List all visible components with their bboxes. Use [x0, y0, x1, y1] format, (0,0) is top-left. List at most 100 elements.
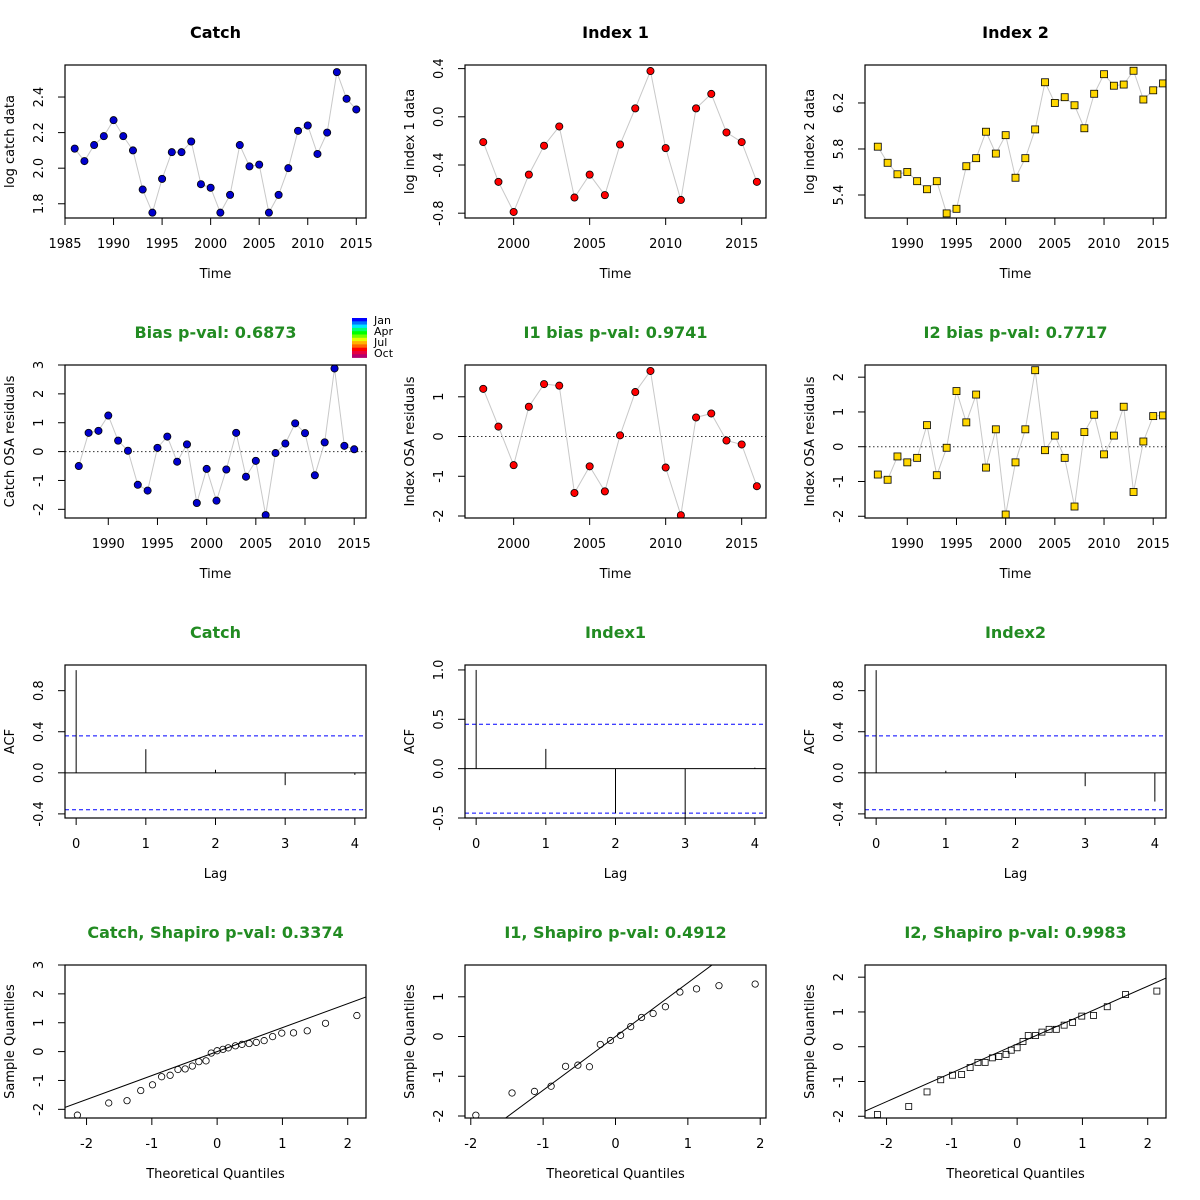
y-tick-label: 0: [832, 1043, 847, 1051]
y-tick-label: 2: [832, 373, 847, 381]
y-tick-label: 0.0: [432, 106, 447, 127]
qq-point: [1013, 1044, 1021, 1052]
x-axis-label: Time: [599, 567, 632, 582]
data-point: [104, 411, 113, 420]
plot-frame: [464, 964, 767, 1119]
data-point: [163, 432, 172, 441]
qq-point: [202, 1057, 210, 1065]
qq-point: [1045, 1025, 1053, 1033]
data-point: [737, 440, 746, 449]
qq-point: [874, 1111, 881, 1118]
catch-series-panel: Catch Time log catch data 1985 1990 1995 2000 2…: [3, 23, 373, 282]
qq-point: [245, 1039, 253, 1048]
y-tick-label: 0: [432, 432, 447, 440]
data-point: [873, 142, 882, 151]
x-tick-label: 0: [472, 837, 480, 852]
data-point: [187, 137, 196, 146]
x-tick-label: 1: [142, 837, 150, 852]
qq-point: [661, 1003, 670, 1011]
data-point: [119, 132, 128, 141]
data-point: [281, 439, 290, 448]
y-tick-label: -2: [32, 503, 47, 516]
data-point: [752, 177, 761, 186]
x-tick-label: 2005: [573, 237, 606, 252]
data-point: [494, 422, 503, 431]
data-point: [70, 144, 79, 153]
data-point: [524, 402, 533, 411]
y-tick-label: -1: [432, 1070, 447, 1083]
data-point: [942, 209, 951, 218]
qq-point: [238, 1040, 246, 1048]
chart-title: Index 2: [982, 23, 1049, 42]
x-tick-label: 4: [1151, 837, 1159, 852]
qq-point: [1090, 1012, 1097, 1019]
qq-point: [1069, 1018, 1077, 1026]
plot-frame: [64, 364, 367, 519]
legend-swatch: [352, 347, 367, 352]
plot-area: [865, 977, 1166, 1118]
data-point: [232, 428, 241, 437]
index1-qq-panel: I1, Shapiro p-val: 0.4912 Theoretical Qua…: [403, 923, 767, 1182]
y-tick-label: -1: [832, 475, 847, 488]
data-point: [123, 446, 132, 455]
qq-point: [616, 1031, 625, 1039]
qq-point: [637, 1013, 646, 1022]
qq-point: [252, 1038, 260, 1046]
data-point: [94, 426, 103, 435]
y-axis-label: Sample Quantiles: [403, 984, 418, 1099]
index2-residuals-panel: I2 bias p-val: 0.7717 Time Index OSA resid…: [803, 323, 1170, 582]
x-tick-label: -2: [464, 1137, 477, 1152]
data-point: [923, 185, 931, 194]
data-point: [182, 440, 191, 449]
qq-point: [585, 1063, 594, 1071]
x-tick-label: 0: [72, 837, 80, 852]
data-point: [631, 104, 640, 113]
x-tick-label: 2: [1144, 1137, 1152, 1152]
y-tick-label: 0: [32, 447, 47, 455]
y-axis-label: ACF: [3, 729, 18, 754]
x-tick-label: 2010: [288, 537, 321, 552]
index2-qq-panel: I2, Shapiro p-val: 0.9983 Theoretical Qua…: [803, 923, 1167, 1182]
x-axis-label: Time: [199, 267, 232, 282]
data-point: [90, 141, 99, 150]
data-point: [509, 461, 518, 470]
data-point: [479, 138, 488, 147]
y-tick-label: 1: [832, 408, 847, 416]
qq-point: [966, 1064, 974, 1071]
x-tick-label: 2: [1011, 837, 1019, 852]
data-point: [196, 180, 205, 189]
data-point: [323, 128, 332, 137]
data-point: [291, 419, 300, 428]
data-point: [524, 170, 533, 179]
index2-acf-panel: Index2 Lag ACF 0 1 2 3 4 -0.4 0.0 0.4 0.8: [803, 623, 1167, 882]
plot-frame: [64, 964, 367, 1119]
chart-title: I1, Shapiro p-val: 0.4912: [504, 923, 726, 942]
y-tick-label: 1: [32, 1019, 47, 1027]
x-tick-label: 1: [542, 837, 550, 852]
data-point: [555, 122, 564, 131]
legend-swatch: [352, 344, 367, 348]
data-point: [206, 183, 215, 192]
data-point: [271, 449, 280, 458]
plot-area: [465, 669, 766, 818]
x-tick-label: 2015: [725, 537, 758, 552]
qq-point: [166, 1071, 174, 1079]
x-tick-label: 1985: [48, 237, 81, 252]
legend-swatch: [352, 337, 367, 342]
qq-point: [231, 1042, 240, 1050]
qq-point: [174, 1065, 182, 1074]
x-tick-label: 0: [213, 1137, 221, 1152]
plot-frame: [864, 364, 1167, 519]
data-point: [80, 157, 89, 166]
x-tick-label: 0: [872, 837, 880, 852]
x-tick-label: 2: [756, 1137, 764, 1152]
x-tick-label: 2005: [243, 237, 276, 252]
x-tick-label: 2015: [1137, 537, 1170, 552]
data-point: [192, 498, 201, 507]
data-point: [301, 429, 310, 438]
x-axis-label: Lag: [604, 867, 627, 882]
y-axis-label: Sample Quantiles: [803, 984, 818, 1099]
qq-point: [1153, 987, 1161, 995]
chart-title: Index2: [985, 623, 1046, 642]
x-axis-label: Lag: [1004, 867, 1027, 882]
